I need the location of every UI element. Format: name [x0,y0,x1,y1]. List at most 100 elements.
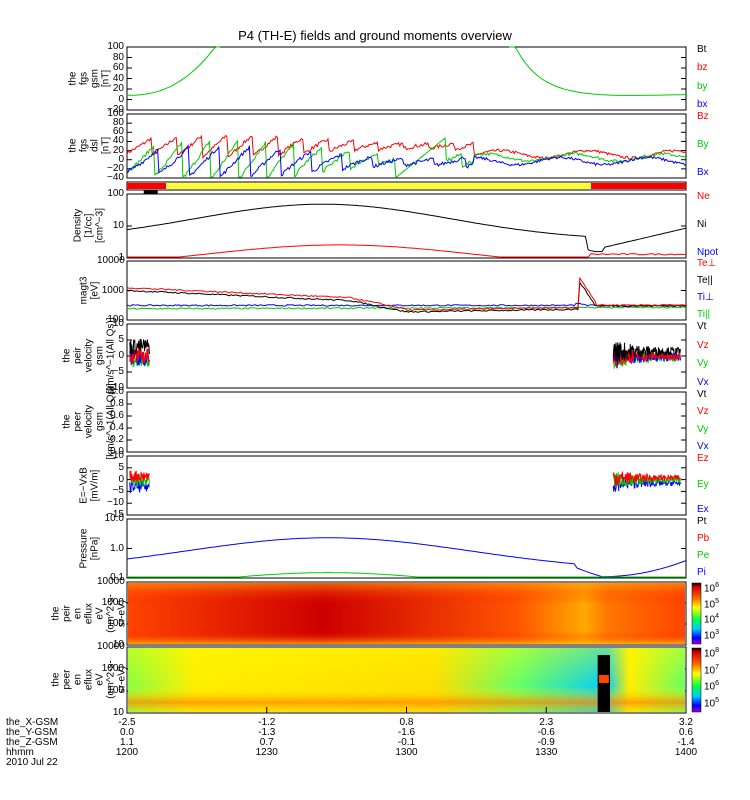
efield-ytick: −10 [107,497,124,509]
density-legend-2: Npot [697,247,719,258]
pressure-frame [126,518,687,579]
fgs_dsl-ytick: 0 [118,153,124,165]
density-legend-1: Ni [697,219,707,230]
xaxis-value: -0.6 [537,727,555,738]
peir_velocity-legend-0: Vt [697,321,707,332]
xaxis-value: 1300 [395,747,418,758]
peir_velocity-legend-1: Vz [697,339,709,351]
fgs_gsm-legend-2: by [697,80,708,92]
colorbar-exponent: 5 [715,697,720,704]
peer_spec-colorbar-label: 105 [704,697,720,710]
pressure-ytick: 1.0 [110,542,124,554]
temp-ti-para-line [126,306,687,310]
efield-trace-start-0 [129,480,150,494]
xaxis-value: -1.3 [258,727,276,738]
pressure-ytick: 0.1 [110,572,124,583]
peir_spec-ytick: 100 [107,618,124,629]
colorbar-exponent: 5 [715,597,720,605]
xaxis-value: 3.2 [679,717,693,728]
peer_velocity-legend-1: Vz [697,406,709,418]
mode-bar-yellow [166,183,591,189]
fgs_dsl-ytick: −40 [107,172,124,183]
pressure-legend-1: Pb [697,533,710,544]
peir_velocity-ytick: 0 [118,350,124,361]
peir_velocity-trace-start-3 [129,338,150,355]
temperature-ytick: 100 [107,314,124,325]
peer_spec-ytick: 100 [107,685,124,696]
fgs-dsl-by-line [126,137,687,179]
peer_velocity-ytick: 0.6 [110,410,124,421]
efield-ytick: −5 [112,485,124,497]
temperature-legend-2: Ti⊥ [697,292,714,303]
peer_spec-ylabel: sr-eV) [116,665,128,694]
fgs_gsm-legend-0: Bt [697,44,707,55]
fgs_gsm-ytick: 20 [112,83,124,94]
colorbar-exponent: 4 [715,613,720,621]
xaxis-value: -1.4 [677,737,695,748]
xaxis-row-label-1: the_Y-GSM [6,727,58,738]
peer_velocity-ytick: 0.8 [110,398,124,409]
peer_spec-ytick: 1000 [101,663,124,674]
efield-ytick: −15 [107,509,124,520]
peir-spec-shading [128,583,685,644]
peir_spec-colorbar [691,582,702,645]
fgs_dsl-legend-0: Bz [697,111,709,122]
peer_velocity-ytick: 1.0 [110,386,124,397]
peir_velocity-legend-3: Vx [697,377,709,388]
xaxis-value: 1330 [535,747,558,758]
density-ytick: 1 [118,252,124,263]
xaxis-value: 1230 [255,747,278,758]
efield-legend-0: Ez [697,453,709,464]
peer_spec-ylabel: eV [94,673,106,686]
fgs_gsm-ytick: 100 [107,41,124,52]
xaxis-row-label-2: the_Z-GSM [6,737,58,748]
peer_spec-colorbar-label: 108 [704,647,720,660]
efield-trace-start-2 [129,470,150,482]
xaxis-row-label-3: hhmm [6,747,34,758]
density-ytick: 10 [112,220,124,231]
fgs_gsm-ytick: 80 [112,51,124,63]
peir_spec-colorbar-label: 106 [704,582,720,595]
fgs_dsl-legend-2: Bx [697,167,709,178]
xaxis-value: 2.3 [539,717,554,728]
peer_velocity-ylabel: the [61,414,73,429]
mode-bar-red-end [590,183,686,189]
efield-legend-1: Ey [697,478,709,490]
fgs_gsm-ytick: −20 [107,104,124,115]
fgs_dsl-ytick: 60 [112,126,124,138]
pressure-pi-line [126,537,687,578]
peer-spec-shading [128,648,685,712]
peer_spec-ylabel: (cm^2-s- [105,660,117,699]
efield-frame [126,455,687,516]
fgs_dsl-ytick: 80 [112,117,124,129]
xaxis-row-label-0: the_X-GSM [6,717,59,728]
peir_spec-ytick: 10 [112,639,124,650]
xaxis-value: -0.9 [537,737,555,748]
fgs_gsm-ytick: 0 [118,93,124,105]
xaxis-value: -0.1 [397,737,416,748]
peir_velocity-ytick: 10 [112,318,124,329]
peer_velocity-frame [126,391,687,453]
peer_velocity-legend-2: Vy [697,423,709,435]
pressure-ytick: 10.0 [104,513,124,524]
peir_velocity-ytick: −5 [112,366,124,377]
colorbar-exponent: 3 [715,629,720,636]
fgs_dsl-ytick: 20 [112,144,124,156]
efield-trace-start-1 [129,473,150,487]
peer_spec-colorbar-label: 107 [704,663,720,676]
peer-spec-gap-hot [598,675,609,683]
xaxis-date: 2010 Jul 22 [6,757,58,768]
temperature-legend-1: Te|| [697,275,713,286]
temperature-ytick: 10000 [97,255,125,266]
temperature-ytick: 1000 [101,284,124,296]
fgs_dsl-frame [126,113,687,179]
peir_spec-colorbar-label: 103 [704,629,720,642]
temp-te-para-line [126,280,687,313]
fgs_gsm-ytick: 40 [112,72,124,84]
colorbar-exponent: 6 [715,582,720,589]
colorbar-exponent: 8 [715,647,720,654]
peer_spec-ytick: 10000 [97,641,125,652]
xaxis-value: -1.2 [258,717,276,728]
xaxis-value: 0.7 [259,737,274,748]
density-ni-line [126,203,687,253]
